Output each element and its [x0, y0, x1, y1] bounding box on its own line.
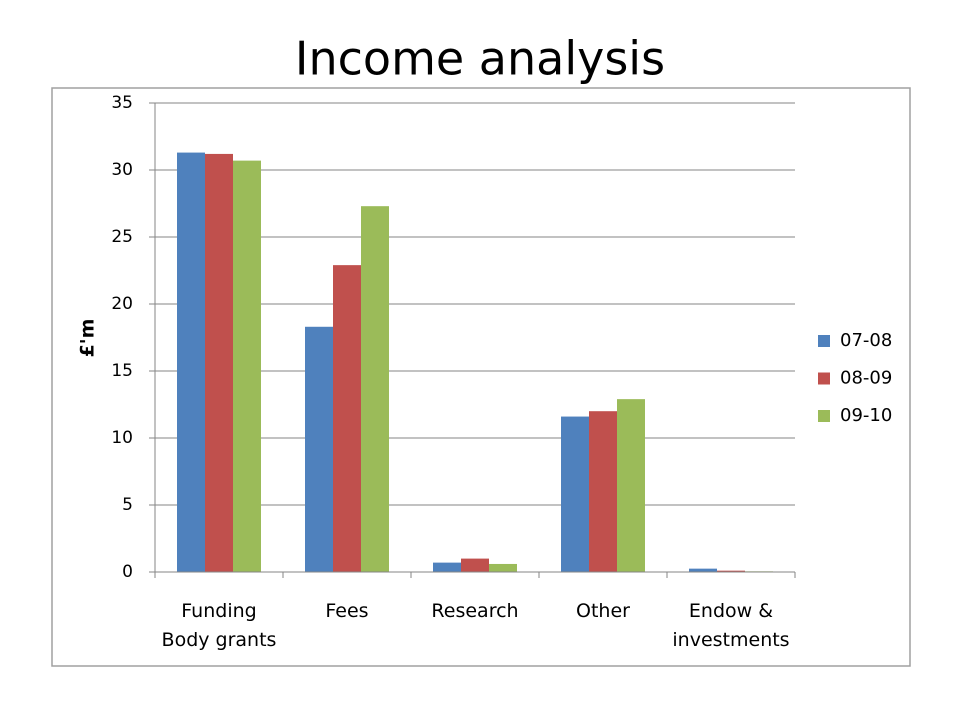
legend-swatch	[818, 410, 830, 422]
bar	[461, 558, 489, 572]
y-tick-label: 25	[111, 227, 133, 247]
legend-label: 07-08	[840, 330, 892, 351]
bar	[233, 160, 261, 572]
bar	[177, 152, 205, 572]
y-tick-label: 30	[111, 160, 133, 180]
y-tick-label: 0	[122, 562, 133, 582]
bar	[333, 265, 361, 572]
y-axis-label: £'m	[77, 319, 99, 358]
x-tick-label: Other	[576, 600, 630, 622]
y-tick-label: 20	[111, 294, 133, 314]
x-tick-label: Fees	[325, 600, 369, 622]
bar	[305, 326, 333, 572]
bar	[561, 416, 589, 572]
bar	[433, 562, 461, 572]
bar	[205, 153, 233, 573]
x-tick-label: Funding Body grants	[161, 600, 277, 651]
legend-label: 08-09	[840, 368, 892, 389]
bar	[689, 568, 717, 572]
x-tick-label: Research	[431, 600, 519, 622]
legend-label: 09-10	[840, 405, 892, 426]
bar	[717, 570, 745, 572]
bar	[589, 411, 617, 572]
y-tick-label: 5	[122, 495, 133, 515]
bar	[361, 206, 389, 572]
bar	[489, 563, 517, 572]
legend-swatch	[818, 335, 830, 347]
x-tick-label: Endow & investments	[672, 600, 790, 651]
chart-title: Income analysis	[295, 32, 665, 86]
y-tick-label: 15	[111, 361, 133, 381]
bar	[617, 399, 645, 572]
y-tick-label: 10	[111, 428, 133, 448]
legend-swatch	[818, 372, 830, 385]
y-tick-label: 35	[111, 93, 133, 113]
